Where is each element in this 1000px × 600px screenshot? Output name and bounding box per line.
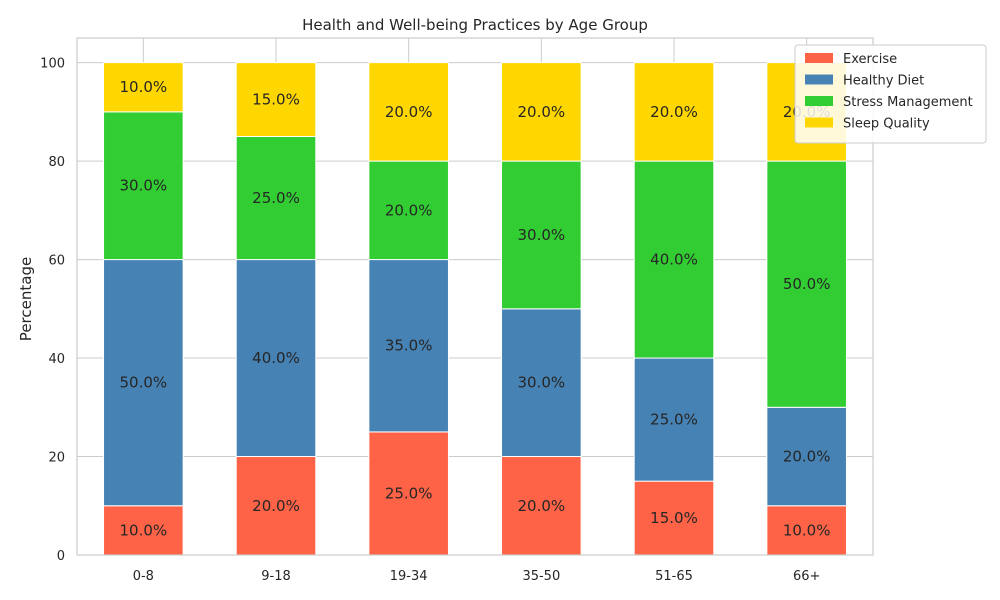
legend-label: Sleep Quality	[843, 117, 930, 132]
data-label: 20.0%	[783, 448, 831, 466]
bars	[103, 62, 847, 556]
x-tick-label: 9-18	[261, 569, 291, 584]
bar-segment	[633, 160, 715, 359]
data-label: 50.0%	[783, 275, 831, 293]
data-label: 20.0%	[385, 103, 433, 121]
plot-frame	[76, 37, 874, 556]
y-tick-label: 60	[48, 254, 65, 269]
data-label: 30.0%	[120, 177, 168, 195]
x-tick-label: 19-34	[390, 569, 428, 584]
data-label: 40.0%	[252, 349, 300, 367]
data-label: 10.0%	[783, 521, 831, 539]
data-label: 35.0%	[385, 337, 433, 355]
data-label: 20.0%	[650, 103, 698, 121]
data-label: 25.0%	[650, 411, 698, 429]
data-label: 10.0%	[120, 78, 168, 96]
y-tick-label: 100	[40, 57, 65, 72]
legend-label: Healthy Diet	[843, 74, 924, 89]
data-label: 20.0%	[252, 497, 300, 515]
bar-segment	[501, 160, 582, 310]
bar-segment	[235, 259, 317, 458]
bar-segment	[368, 259, 449, 433]
legend-box	[794, 44, 987, 144]
bar-segment	[633, 357, 715, 482]
legend-label: Exercise	[843, 52, 897, 67]
legend-swatch	[805, 53, 833, 63]
data-label: 15.0%	[252, 91, 300, 109]
y-tick-label: 40	[48, 352, 65, 367]
data-label: 20.0%	[518, 497, 566, 515]
legend-label: Stress Management	[843, 95, 973, 110]
data-label: 50.0%	[120, 374, 168, 392]
bar-segment	[501, 308, 582, 458]
data-label: 20.0%	[385, 201, 433, 219]
y-tick-label: 0	[57, 549, 65, 564]
y-tick-label: 20	[48, 451, 65, 466]
bar-segment	[633, 480, 715, 556]
bar-segment	[368, 160, 449, 261]
x-tick-label: 0-8	[133, 569, 154, 584]
chart-title: Health and Well-being Practices by Age G…	[302, 16, 648, 34]
data-labels: 10.0% 50.0% 30.0% 10.0% 20.0% 40.0% 25.0% 15.0%…	[120, 78, 831, 539]
data-label: 20.0%	[518, 103, 566, 121]
bar-segment	[633, 62, 715, 162]
x-tick-label: 35-50	[522, 569, 560, 584]
bar-segment	[766, 406, 847, 507]
data-label: 25.0%	[385, 484, 433, 502]
data-label: 25.0%	[252, 189, 300, 207]
bar-segment	[103, 62, 184, 113]
legend-swatch	[805, 117, 833, 128]
axis-ticks: 0 20 40 60 80 100 0-8 9-18 19-34 35-50 51-65 66+	[40, 57, 820, 584]
data-label: 30.0%	[518, 374, 566, 392]
bar-segment	[766, 160, 847, 408]
x-tick-label: 51-65	[655, 569, 693, 584]
grid-lines	[77, 38, 873, 556]
y-tick-label: 80	[48, 155, 65, 170]
legend: Exercise Healthy Diet Stress Management Sle…	[794, 44, 987, 144]
y-axis-label: Percentage	[17, 257, 35, 341]
bar-segment	[103, 259, 184, 507]
bar-segment	[235, 62, 317, 137]
bar-segment	[501, 62, 582, 162]
bar-segment	[235, 135, 317, 261]
x-tick-label: 66+	[793, 569, 820, 584]
legend-swatch	[805, 96, 833, 106]
legend-swatch	[805, 74, 833, 85]
data-label: 40.0%	[650, 251, 698, 269]
data-label: 30.0%	[518, 226, 566, 244]
data-label: 15.0%	[650, 509, 698, 527]
data-label: 10.0%	[120, 521, 168, 539]
bar-segment	[368, 62, 449, 162]
bar-segment	[103, 505, 184, 556]
